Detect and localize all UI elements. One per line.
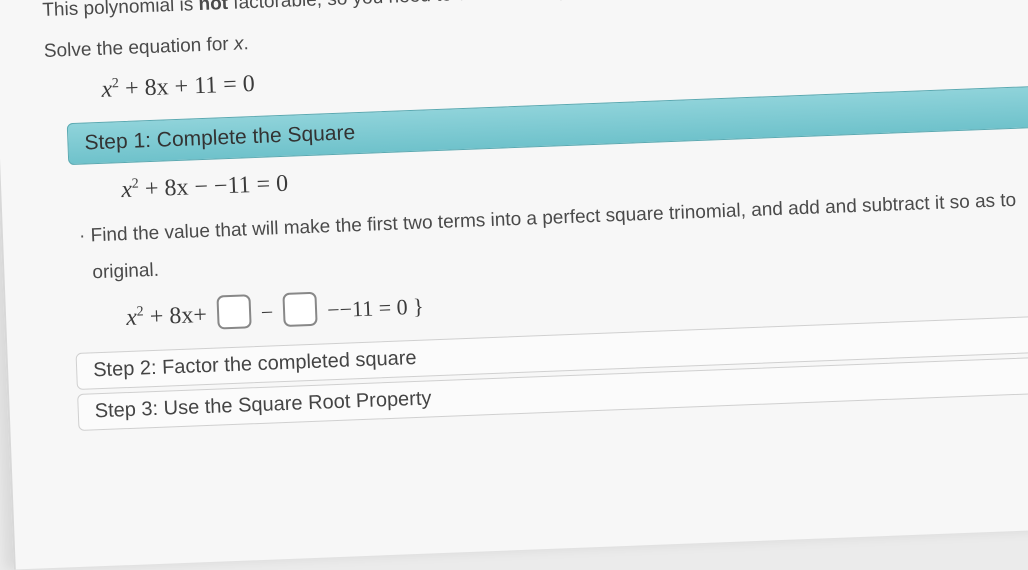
eq-tail: −−11 = 0 } [327,294,424,323]
eq-rest: + 8x − −11 = 0 [138,171,288,203]
eq-part: + 8x+ [143,302,213,331]
answer-blank-1[interactable] [216,295,251,330]
text-italic: complete the square [524,0,697,2]
worksheet-page: Completing the This polynomial is not fa… [0,0,1028,570]
answer-blank-2[interactable] [283,292,318,327]
text: This polynomial is [42,0,199,21]
text: factorable, so you need to use the [228,0,525,14]
text: . [243,33,249,54]
eq-rest: + 8x + 11 = 0 [119,71,256,102]
minus-sign: − [260,300,273,325]
text: Solve the equation for [44,33,235,61]
text-bold: not [198,0,228,15]
